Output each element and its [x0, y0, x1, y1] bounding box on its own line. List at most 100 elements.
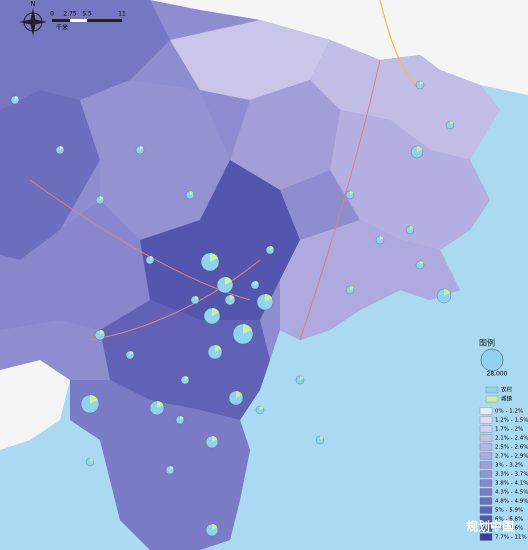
pie-wedge: [444, 289, 451, 296]
pie-wedge: [230, 295, 235, 300]
legend-size-label: 28,000: [487, 371, 508, 378]
pie-wedge: [450, 121, 454, 125]
watermark: 规划中国: [466, 519, 514, 534]
legend-label: 3.8% - 4.1%: [495, 481, 528, 487]
legend-label: 3.3% - 3.7%: [495, 472, 528, 478]
legend-swatch: [479, 452, 493, 460]
legend-swatch: [479, 524, 493, 532]
compass-label: N: [30, 0, 35, 8]
legend-size-symbol: [480, 348, 504, 372]
road: [379, 0, 421, 91]
district: [140, 160, 300, 320]
scale-label: 0: [50, 11, 54, 18]
legend-label: 农村: [501, 386, 513, 394]
district: [100, 300, 270, 420]
pie-wedge: [270, 246, 274, 250]
legend-swatch: [479, 515, 493, 523]
legend-label: 3% - 3.2%: [495, 463, 523, 469]
district: [80, 80, 230, 240]
scale-bar: 0 2.75 5.5 11 千米: [50, 11, 126, 32]
legend-swatch: [479, 479, 493, 487]
legend-swatch: [479, 488, 493, 496]
legend-swatch: [479, 470, 493, 478]
pie-wedge: [417, 146, 423, 152]
pie-wedge: [210, 253, 219, 262]
legend-label: 0% - 1.2%: [495, 409, 523, 415]
pie-wedge: [185, 376, 189, 380]
legend-swatch: [479, 533, 493, 541]
pie-wedge: [260, 406, 264, 410]
district: [230, 80, 340, 190]
pie-wedge: [212, 436, 218, 442]
legend-swatch: [479, 497, 493, 505]
pie-wedge: [255, 281, 259, 285]
pie-wedge: [15, 96, 19, 100]
outside-land: [0, 360, 70, 450]
district: [0, 0, 170, 110]
legend-swatch: [479, 443, 493, 451]
district: [330, 110, 490, 250]
pie-wedge: [215, 345, 222, 352]
pie-wedge: [350, 286, 354, 290]
district: [70, 380, 250, 550]
pie-wedge: [150, 256, 154, 260]
legend-label: 7% - 7.6%: [495, 526, 523, 532]
scale-label: 5.5: [82, 11, 92, 18]
legend-label: 6% - 6.8%: [495, 517, 523, 523]
pie-wedge: [420, 81, 424, 85]
district: [280, 220, 460, 340]
compass: N: [19, 0, 47, 36]
pie-wedge: [350, 191, 354, 195]
legend-label: 4.3% - 4.5%: [495, 490, 528, 496]
pie-wedge: [410, 226, 414, 230]
legend-label: 2.7% - 2.9%: [495, 454, 528, 460]
legend-label: 4.8% - 4.9%: [495, 499, 528, 505]
pie-wedge: [320, 436, 324, 440]
pie-wedge: [265, 294, 273, 302]
district: [170, 20, 330, 100]
district: [0, 200, 150, 330]
pie-wedge: [157, 401, 164, 408]
pie-wedge: [190, 191, 194, 195]
legend-label: 1.7% - 2%: [495, 427, 523, 433]
legend-swatch: [479, 434, 493, 442]
legend-label: 2.1% - 2.4%: [495, 436, 528, 442]
pie-wedge: [236, 391, 243, 398]
scale-unit: 千米: [56, 24, 68, 32]
scale-label: 2.75: [63, 11, 77, 18]
district: [310, 40, 500, 160]
pie-wedge: [100, 330, 105, 335]
pie-wedge: [300, 376, 304, 380]
pie-wedge: [243, 324, 252, 334]
pie-wedge: [170, 466, 174, 470]
district: [0, 90, 100, 260]
legend-label: 7.7% - 11%: [495, 535, 527, 541]
pie-wedge: [140, 146, 144, 150]
pie-wedge: [420, 261, 424, 265]
pie-wedge: [195, 296, 199, 300]
pie-wedge: [380, 236, 384, 240]
legend-swatch: [485, 386, 499, 394]
pie-symbols: [10, 80, 455, 537]
scale-label: 11: [118, 11, 126, 18]
scale-bar-bar: [70, 19, 87, 22]
pie-wedge: [60, 146, 64, 150]
pie-wedge: [90, 395, 99, 404]
pie-wedge: [212, 524, 218, 530]
legend-swatch: [479, 416, 493, 424]
legend-swatch: [479, 425, 493, 433]
legend-label: 5% - 5.9%: [495, 508, 523, 514]
legend-swatch: [485, 395, 499, 403]
pie-wedge: [130, 351, 134, 355]
compass-star: [19, 8, 47, 36]
legend-label: 2.5% - 2.6%: [495, 445, 528, 451]
pie-wedge: [90, 458, 94, 462]
pie-wedge: [225, 277, 233, 285]
outside-land: [150, 0, 528, 95]
legend-swatch: [479, 506, 493, 514]
legend-swatch: [479, 461, 493, 469]
legend-swatch: [479, 407, 493, 415]
pie-wedge: [212, 308, 220, 316]
legend-label: 城镇: [501, 395, 513, 403]
